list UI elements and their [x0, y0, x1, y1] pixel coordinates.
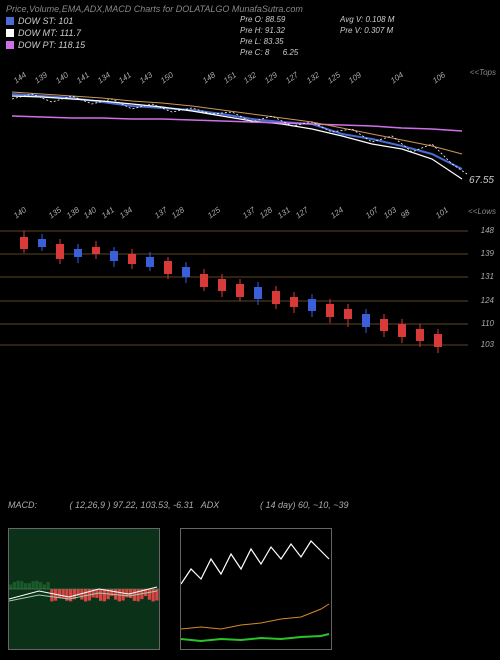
x-axis-label: 148	[201, 70, 217, 85]
adx-label: ADX	[201, 500, 220, 510]
legend-label: DOW MT: 111.7	[18, 28, 81, 38]
legend-color-box	[6, 17, 14, 25]
candle-chart	[0, 219, 500, 359]
tops-tag: <<Tops	[470, 68, 496, 77]
grid-label: 110	[481, 319, 494, 328]
chart-header: Price,Volume,EMA,ADX,MACD Charts for DOL…	[0, 0, 500, 70]
x-axis-label: 106	[431, 70, 447, 85]
legend-color-box	[6, 29, 14, 37]
x-axis-label: 109	[347, 70, 363, 85]
x-axis-label: 139	[33, 70, 49, 85]
chart-title: Price,Volume,EMA,ADX,MACD Charts for DOL…	[6, 4, 494, 14]
x-axis-label: 104	[389, 70, 405, 85]
x-axis-label: 143	[138, 70, 154, 85]
x-axis-label: 125	[326, 70, 342, 85]
legend-label: DOW ST: 101	[18, 16, 73, 26]
x-axis-label: 127	[284, 70, 300, 85]
avg-v: Avg V: 0.108 M	[340, 14, 394, 25]
pre-o: Pre O: 88.59	[240, 14, 298, 25]
legend-color-box	[6, 41, 14, 49]
pre-h: Pre H: 91.32	[240, 25, 298, 36]
pre-l: Pre L: 83.35	[240, 36, 298, 47]
x-axis-label: 132	[242, 70, 258, 85]
macd-panel	[8, 528, 160, 650]
end-price-label: 67.55	[469, 175, 494, 186]
grid-label: 139	[481, 249, 494, 258]
adx-vals: ( 14 day) 60, ~10, ~39	[260, 500, 349, 510]
x-axis-label: 132	[305, 70, 321, 85]
x-axis-label: 141	[117, 70, 133, 85]
x-axis-label: 150	[159, 70, 175, 85]
grid-label: 103	[481, 340, 494, 349]
upper-line-chart	[0, 84, 500, 189]
x-axis-label: 151	[222, 70, 238, 85]
macd-vals: ( 12,26,9 ) 97.22, 103.53, -6.31	[70, 500, 194, 510]
x-axis-label: 140	[54, 70, 70, 85]
grid-label: 131	[481, 272, 494, 281]
top-x-axis: <<Tops 144 139 140 141 134 141 143 150 148 151 132…	[0, 70, 500, 84]
x-axis-label: 141	[75, 70, 91, 85]
mid-x-axis: 1401351381401411341371281251371281311271…	[0, 205, 500, 219]
macd-label: MACD:	[8, 500, 37, 510]
x-axis-label: 129	[263, 70, 279, 85]
adx-panel	[180, 528, 332, 650]
x-axis-label: 134	[96, 70, 112, 85]
grid-label: 124	[481, 296, 494, 305]
pre-c: Pre C: 8	[240, 48, 269, 57]
legend-label: DOW PT: 118.15	[18, 40, 85, 50]
pre-v: Pre V: 0.307 M	[340, 25, 394, 36]
lows-tag: <<Lows	[468, 207, 496, 216]
x-axis-label: 144	[12, 70, 28, 85]
pre-values: Pre O: 88.59 Pre H: 91.32 Pre L: 83.35 P…	[240, 14, 298, 58]
avg-values: Avg V: 0.108 M Pre V: 0.307 M	[340, 14, 394, 36]
macd-section: MACD: ( 12,26,9 ) 97.22, 103.53, -6.31 A…	[0, 500, 500, 660]
pre-x: 6.25	[283, 48, 299, 57]
grid-label: 148	[481, 226, 494, 235]
